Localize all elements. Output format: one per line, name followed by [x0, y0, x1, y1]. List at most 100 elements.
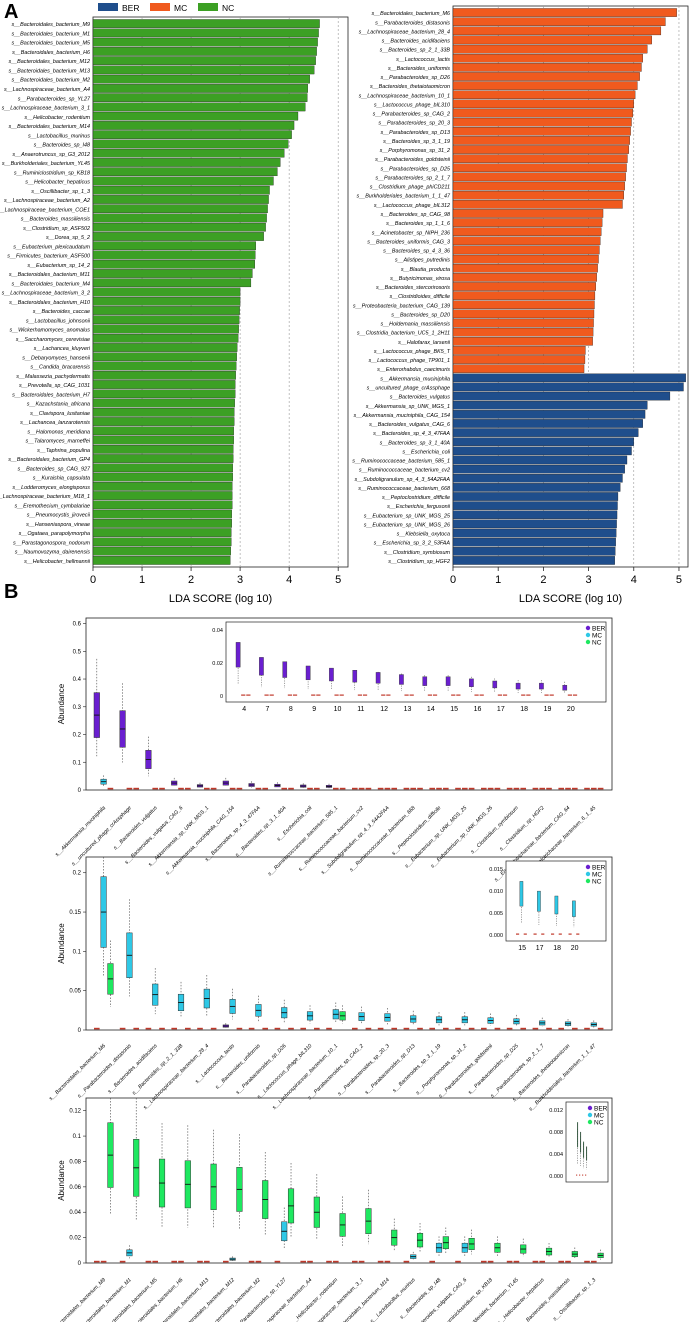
box: [314, 787, 320, 790]
y-tick-label: 0: [78, 1261, 82, 1267]
category-label: s__Lachnospiraceae_bacterium_COE1: [0, 207, 90, 213]
box: [307, 787, 313, 790]
x-tick-label: 3: [586, 574, 592, 586]
category-label: s__Parabacteroides_sp_YL27: [18, 96, 91, 102]
category-label: s__Hanseniaspora_vineae: [26, 522, 90, 528]
box: [565, 787, 571, 790]
category-label: s__Helicobacter_rodentium: [289, 1277, 339, 1322]
category-label: s__Clostridium_sp_HGF2: [388, 559, 450, 565]
box-panel-2: 00.050.10.150.2Abundances__Bacteroidales…: [48, 856, 613, 1112]
category-label: s__Ruminiclostridium_sp_KB18: [14, 170, 90, 176]
category-label: s__Parabacteroides_sp_CAG_2: [373, 112, 450, 118]
x-tick-label: 2: [540, 574, 546, 586]
legend-label: BER: [592, 865, 606, 872]
category-label: s__Lachnospiraceae_bacterium_28_4: [359, 29, 450, 35]
y-tick-label: 0.05: [69, 989, 81, 995]
box: [377, 1260, 384, 1263]
category-label: s__Bacteroides_sp_1_1_6: [386, 221, 450, 227]
inset-box: [582, 1174, 583, 1176]
inset-x-tick-label: 17: [536, 945, 544, 952]
bar: [92, 102, 306, 112]
bar: [92, 158, 281, 167]
bar: [92, 195, 269, 204]
panel-label-a: A: [4, 1, 18, 23]
inset-box: [311, 694, 316, 696]
inset-box: [586, 1146, 588, 1161]
box: [262, 787, 269, 790]
bar: [92, 537, 232, 547]
inset-box: [585, 1174, 586, 1176]
y-tick-label: 0.04: [69, 1210, 81, 1216]
category-label: s__Bacteroides_sp_3_1_19: [383, 139, 450, 145]
inset-y-tick-label: 0.004: [549, 1152, 563, 1158]
inset-x-tick-label: 18: [520, 706, 528, 713]
box: [513, 1260, 520, 1263]
box: [481, 1027, 487, 1030]
box: [377, 1027, 384, 1030]
category-label: s__Bacteroides_sp_CAG_927: [17, 466, 91, 472]
category-label: s__Porphyromonas_sp_31_2: [415, 1043, 468, 1096]
legend-dot: [585, 632, 591, 638]
box: [506, 787, 513, 790]
bar: [92, 500, 233, 510]
inset-box: [516, 933, 520, 935]
bar: [92, 435, 234, 445]
bar: [92, 65, 315, 75]
legend-label: MC: [594, 1113, 604, 1120]
bar: [92, 306, 240, 315]
category-label: s__Ruminococcaceae_bacterium_668: [358, 486, 450, 492]
inset-x-tick-label: 20: [567, 706, 575, 713]
category-label: s__Parabacteroides_distasonis: [77, 1043, 134, 1100]
category-label: s__Bacteroides_sp_3_1_40A: [380, 440, 451, 446]
category-label: s__Lactococcus_phage_bIL312: [374, 203, 450, 209]
y-tick-label: 0.3: [73, 705, 82, 711]
box: [532, 1027, 539, 1030]
category-label: s__Bacteroides_acidifaciens: [382, 39, 451, 45]
box: [468, 787, 475, 790]
box: [281, 787, 288, 790]
category-label: s__Taphrina_populina: [37, 448, 90, 454]
inset-box: [316, 694, 321, 696]
x-tick-label: 4: [286, 574, 292, 586]
box: [455, 787, 461, 790]
inset-box: [515, 682, 521, 690]
inset-box: [399, 674, 404, 685]
category-label: s__Lactococcus_lactis: [396, 57, 450, 63]
inset-x-tick-label: 16: [474, 706, 482, 713]
bar: [92, 278, 252, 288]
inset-plot: 0 0.02 0.04 4 7 8 9 10 11 12 13 14 15 16 17 18 19 20 BERMC…: [212, 621, 607, 713]
category-label: s__Akkermansia_muciniphila: [380, 376, 450, 382]
box: [506, 1260, 513, 1263]
bar: [92, 213, 267, 223]
category-label: s__Bacteroides_caccae: [33, 309, 90, 315]
bar: [452, 364, 585, 373]
bar: [452, 382, 684, 392]
legend-label: MC: [592, 633, 602, 640]
category-label: s__Blautia_producta: [401, 267, 450, 273]
category-label: s__Bacteroides_uniformis_CAG_3: [367, 239, 450, 245]
category-label: s__Bacteroides_uniformis: [214, 1043, 262, 1091]
bar: [92, 324, 239, 334]
y-tick-label: 0.4: [73, 677, 82, 683]
y-tick-label: 0.6: [73, 622, 82, 628]
box: [481, 1260, 487, 1263]
category-label: s__Eubacterium_sp_UNK_MGS_25: [364, 513, 451, 519]
box: [171, 1027, 178, 1030]
category-label: s__Lactobacillus_murinus: [28, 133, 90, 139]
category-label: s__Escherichia_fergusonii: [387, 504, 451, 510]
box: [178, 787, 184, 790]
inset-y-tick-label: 0.015: [489, 867, 503, 873]
inset-box: [287, 694, 292, 696]
y-tick-label: 0.1: [73, 949, 82, 955]
category-label: s__Lodderomyces_elongisporus: [12, 485, 90, 491]
box: [236, 1027, 243, 1030]
y-axis-label: Abundance: [57, 1160, 66, 1201]
box: [236, 787, 243, 790]
inset-box: [469, 678, 474, 687]
inset-x-tick-label: 19: [544, 706, 552, 713]
box: [274, 1260, 281, 1263]
inset-x-tick-label: 4: [242, 706, 246, 713]
bar: [452, 492, 619, 501]
box: [417, 787, 423, 790]
bar: [92, 454, 234, 463]
